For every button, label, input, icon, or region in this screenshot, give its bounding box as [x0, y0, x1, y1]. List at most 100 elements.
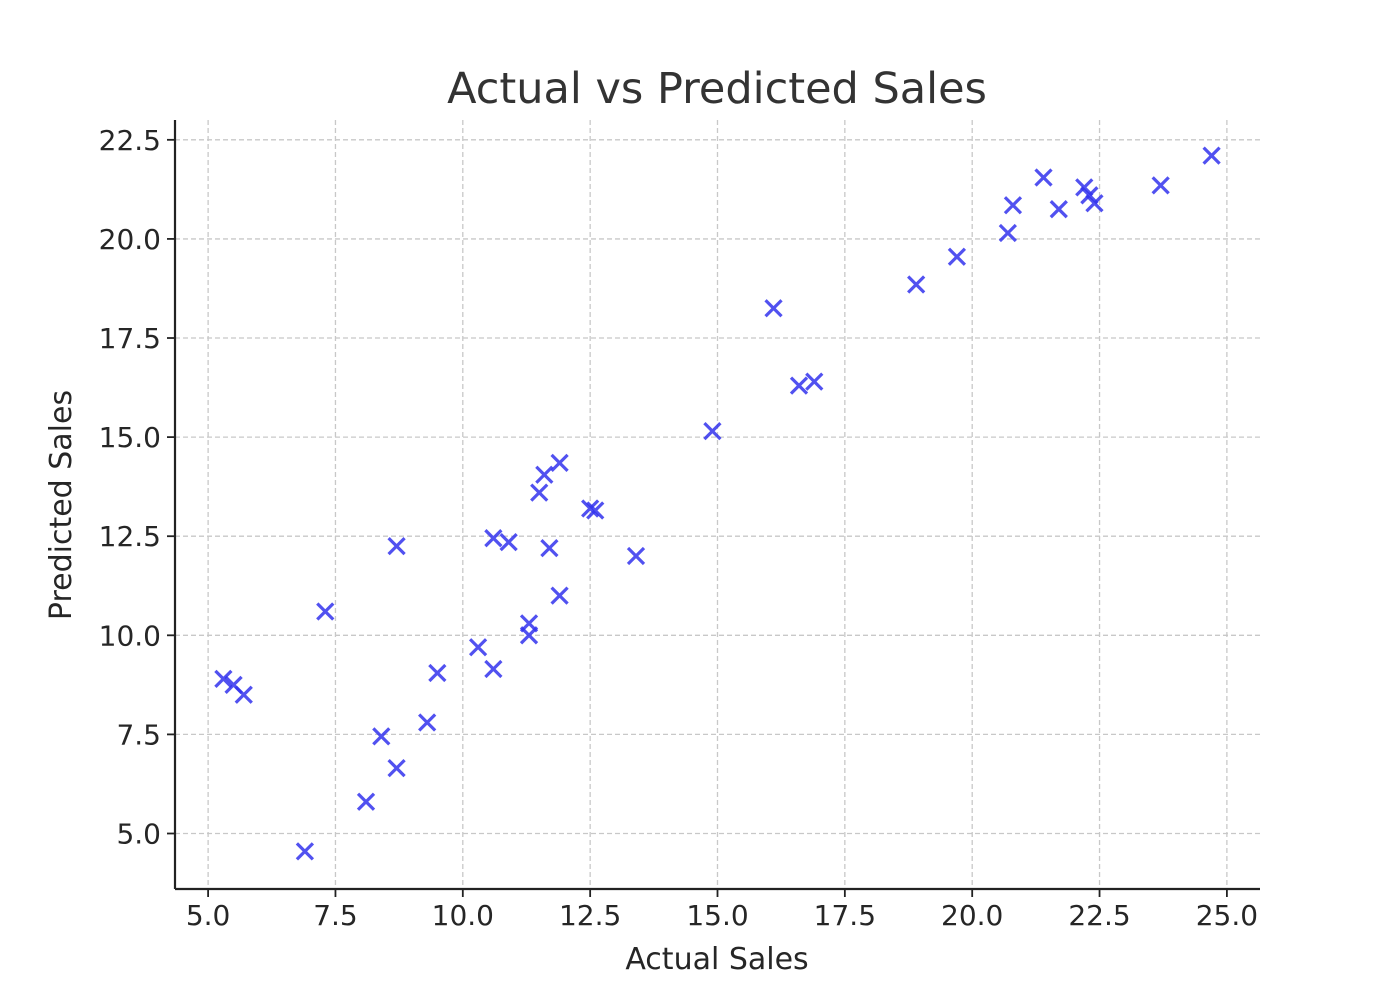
data-point-stroke [1151, 176, 1170, 195]
data-point [805, 372, 824, 391]
data-point-stroke [356, 792, 376, 811]
data-point [1202, 146, 1221, 165]
data-point-stroke [626, 546, 646, 566]
data-point-stroke [1085, 194, 1104, 213]
y-tick-label: 10.0 [99, 619, 161, 652]
data-point-stroke [387, 758, 406, 778]
data-point [295, 842, 315, 861]
data-point [387, 758, 406, 778]
y-tick-label: 5.0 [116, 818, 161, 851]
data-point-stroke [1202, 146, 1221, 165]
data-point-stroke [484, 529, 503, 548]
data-point-stroke [499, 533, 518, 552]
data-point-stroke [234, 685, 253, 704]
data-point [789, 376, 809, 395]
data-point-stroke [764, 299, 783, 318]
data-point-stroke [387, 536, 406, 556]
data-point [947, 247, 967, 266]
data-point-stroke [418, 713, 437, 732]
data-point-stroke [805, 372, 824, 391]
data-point-stroke [484, 659, 503, 679]
data-point-stroke [1075, 178, 1094, 197]
data-point [530, 483, 549, 502]
x-tick-label: 17.5 [814, 899, 876, 932]
data-point-stroke [1034, 168, 1053, 187]
data-point-stroke [535, 465, 554, 484]
data-point-stroke [581, 499, 600, 518]
grid-lines [175, 120, 1260, 889]
data-point [1049, 200, 1068, 219]
chart-title: Actual vs Predicted Sales [447, 64, 987, 114]
y-tick-label: 12.5 [99, 520, 161, 553]
x-axis-title: Actual Sales [625, 942, 808, 977]
data-point [316, 602, 335, 621]
x-tick-label: 25.0 [1196, 899, 1258, 932]
x-tick-label: 12.5 [559, 899, 621, 932]
data-point [550, 453, 569, 473]
data-point [356, 792, 376, 811]
data-point [1080, 186, 1099, 205]
data-point [1151, 176, 1170, 195]
data-point-stroke [998, 223, 1017, 243]
data-point-stroke [1049, 200, 1068, 219]
data-point-stroke [295, 842, 315, 861]
data-point [484, 659, 503, 679]
data-point [1075, 178, 1094, 197]
data-point-stroke [947, 247, 967, 266]
data-point [764, 299, 783, 318]
data-point [907, 275, 926, 294]
data-point [626, 546, 646, 566]
x-tick-label: 7.5 [313, 899, 358, 932]
y-tick-label: 22.5 [99, 124, 161, 157]
data-point [998, 223, 1017, 243]
data-point [535, 465, 554, 484]
data-point-stroke [530, 483, 549, 502]
data-point [703, 422, 722, 441]
x-tick-label: 22.5 [1068, 899, 1130, 932]
y-tick-label: 17.5 [99, 322, 161, 355]
data-point-stroke [468, 638, 488, 657]
y-tick-label: 20.0 [99, 223, 161, 256]
data-point [519, 614, 539, 633]
x-tick-label: 20.0 [941, 899, 1003, 932]
data-point [214, 669, 233, 689]
data-point-stroke [550, 586, 569, 605]
x-tick-label: 15.0 [686, 899, 748, 932]
data-point-stroke [789, 376, 809, 395]
data-point [484, 529, 503, 548]
data-point-stroke [550, 453, 569, 473]
data-point [1085, 194, 1104, 213]
data-point [586, 501, 605, 520]
data-point [418, 713, 437, 732]
data-point [372, 727, 391, 746]
ticks: 5.0 7.5 10.0 12.5 15.0 17.5 20.0 22.5 25.0 5.0 7.5… [99, 124, 1258, 932]
data-point-stroke [519, 614, 539, 633]
x-tick-label: 10.0 [432, 899, 494, 932]
x-tick-label: 5.0 [186, 899, 231, 932]
data-point-stroke [703, 422, 722, 441]
data-point [1003, 196, 1023, 215]
data-point-stroke [428, 663, 447, 683]
data-points [214, 146, 1221, 861]
y-tick-label: 7.5 [116, 718, 161, 751]
data-point-stroke [372, 727, 391, 746]
y-axis-title: Predicted Sales [44, 390, 79, 620]
data-point-stroke [316, 602, 335, 621]
y-tick-label: 15.0 [99, 421, 161, 454]
data-point [428, 663, 447, 683]
data-point [540, 538, 559, 558]
data-point-stroke [214, 669, 233, 689]
data-point-stroke [1003, 196, 1023, 215]
data-point [468, 638, 488, 657]
data-point-stroke [907, 275, 926, 294]
data-point [499, 533, 518, 552]
data-point [581, 499, 600, 518]
data-point [387, 536, 406, 556]
data-point-stroke [586, 501, 605, 520]
data-point [550, 586, 569, 605]
data-point-stroke [540, 538, 559, 558]
data-point [234, 685, 253, 704]
data-point-stroke [224, 675, 243, 694]
